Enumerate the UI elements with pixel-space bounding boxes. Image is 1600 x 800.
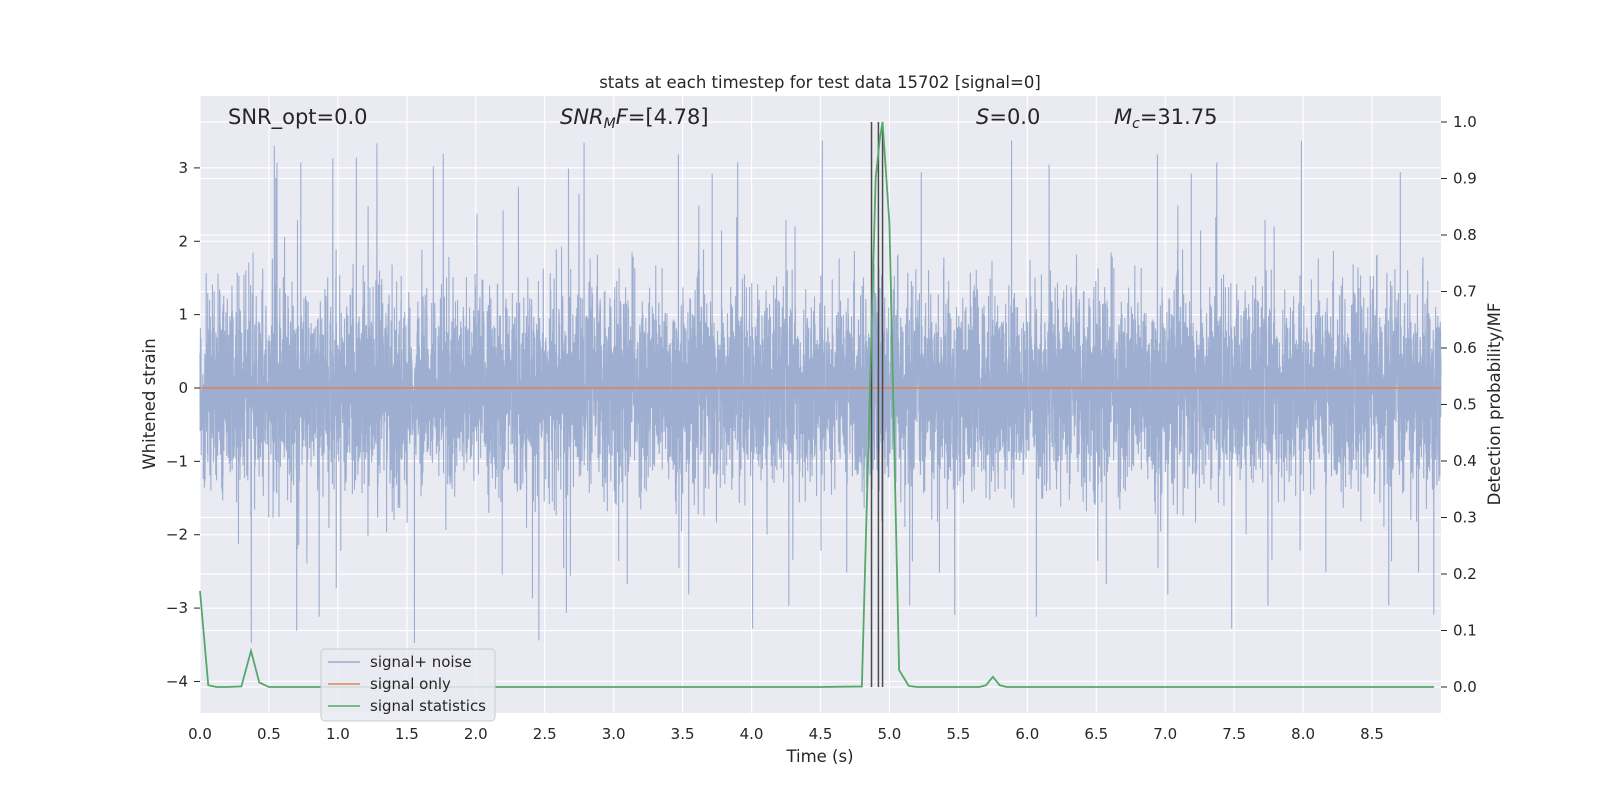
y-ticks-left: −4 −3 −2 −1 0 1 2 3 [166,159,200,690]
y-tick-label-left: 1 [178,306,188,324]
signal-statistics-trace [199,121,1435,688]
y-tick-label-right: 0.4 [1453,452,1477,470]
snr-mf-value: =[4.78] [628,105,709,129]
legend-box [320,648,496,722]
y-axis-label: Whitened strain [140,338,159,469]
x-tick-label: 5.0 [878,725,902,743]
y-tick-label-right: 0.0 [1453,678,1477,696]
snr-mf-rest: F [616,105,629,129]
y-tick-label-right: 0.6 [1453,339,1477,357]
y-tick-label-left: 3 [178,159,188,177]
snr-mf-sub: M [604,116,616,132]
annotation-snr-opt: SNR_opt=0.0 [228,105,368,130]
y-tick-label-left: −1 [166,452,188,470]
mc-sub: c [1132,116,1140,132]
y-tick-label-left: −2 [166,526,188,544]
legend: signal+ noise signal only signal statist… [320,648,496,722]
series-signal-noise [199,140,1442,643]
s-value: =0.0 [989,105,1040,129]
annotation-s: S=0.0 [976,105,1040,129]
x-tick-label: 8.5 [1360,725,1384,743]
x-tick-label: 8.0 [1291,725,1315,743]
x-tick-label: 0.5 [257,725,281,743]
legend-label-signal-only: signal only [370,675,451,693]
y-tick-label-left: −4 [166,672,188,690]
x-tick-label: 5.5 [946,725,970,743]
y-tick-label-right: 0.3 [1453,509,1477,527]
x-axis-label: Time (s) [785,747,853,766]
y-tick-label-left: −3 [166,599,188,617]
legend-label-signal-noise: signal+ noise [370,653,472,671]
snr-mf-main: SNR [560,105,604,129]
x-tick-label: 7.0 [1153,725,1177,743]
x-tick-label: 3.0 [602,725,626,743]
x-tick-label: 4.0 [740,725,764,743]
x-tick-label: 1.5 [395,725,419,743]
y-tick-label-right: 0.1 [1453,622,1477,640]
y-tick-label-left: 2 [178,232,188,250]
annotation-snr-mf: SNRMF=[4.78] [560,105,709,132]
y-axis-right-label: Detection probability/MF [1485,303,1504,506]
mc-value: =31.75 [1140,105,1218,129]
y-ticks-right: 0.0 0.1 0.2 0.3 0.4 0.5 0.6 0.7 0.8 0.9 1.0 [1441,113,1477,696]
x-tick-label: 6.0 [1015,725,1039,743]
chart-title: stats at each timestep for test data 157… [599,73,1041,92]
x-tick-label: 6.5 [1084,725,1108,743]
x-tick-label: 7.5 [1222,725,1246,743]
y-tick-label-right: 0.8 [1453,226,1477,244]
annotation-mc: Mc=31.75 [1114,105,1218,132]
y-tick-label-left: 0 [178,379,188,397]
x-tick-label: 2.0 [464,725,488,743]
series-signal-statistics [199,121,1435,688]
x-ticks: 0.0 0.5 1.0 1.5 2.0 2.5 3.0 3.5 4.0 4.5 5.0 5.5 6.0 6… [188,725,1384,743]
x-tick-label: 0.0 [188,725,212,743]
mc-main: M [1114,105,1132,129]
legend-label-signal-statistics: signal statistics [370,697,486,715]
x-tick-label: 4.5 [809,725,833,743]
x-tick-label: 1.0 [326,725,350,743]
y-tick-label-right: 0.9 [1453,169,1477,187]
y-tick-label-right: 0.7 [1453,282,1477,300]
vertical-markers [870,121,884,688]
s-main: S [976,105,989,129]
x-tick-label: 2.5 [533,725,557,743]
y-tick-label-right: 0.2 [1453,565,1477,583]
x-tick-label: 3.5 [671,725,695,743]
y-tick-label-right: 0.5 [1453,396,1477,414]
y-tick-label-right: 1.0 [1453,113,1477,131]
noise-trace [199,140,1442,643]
